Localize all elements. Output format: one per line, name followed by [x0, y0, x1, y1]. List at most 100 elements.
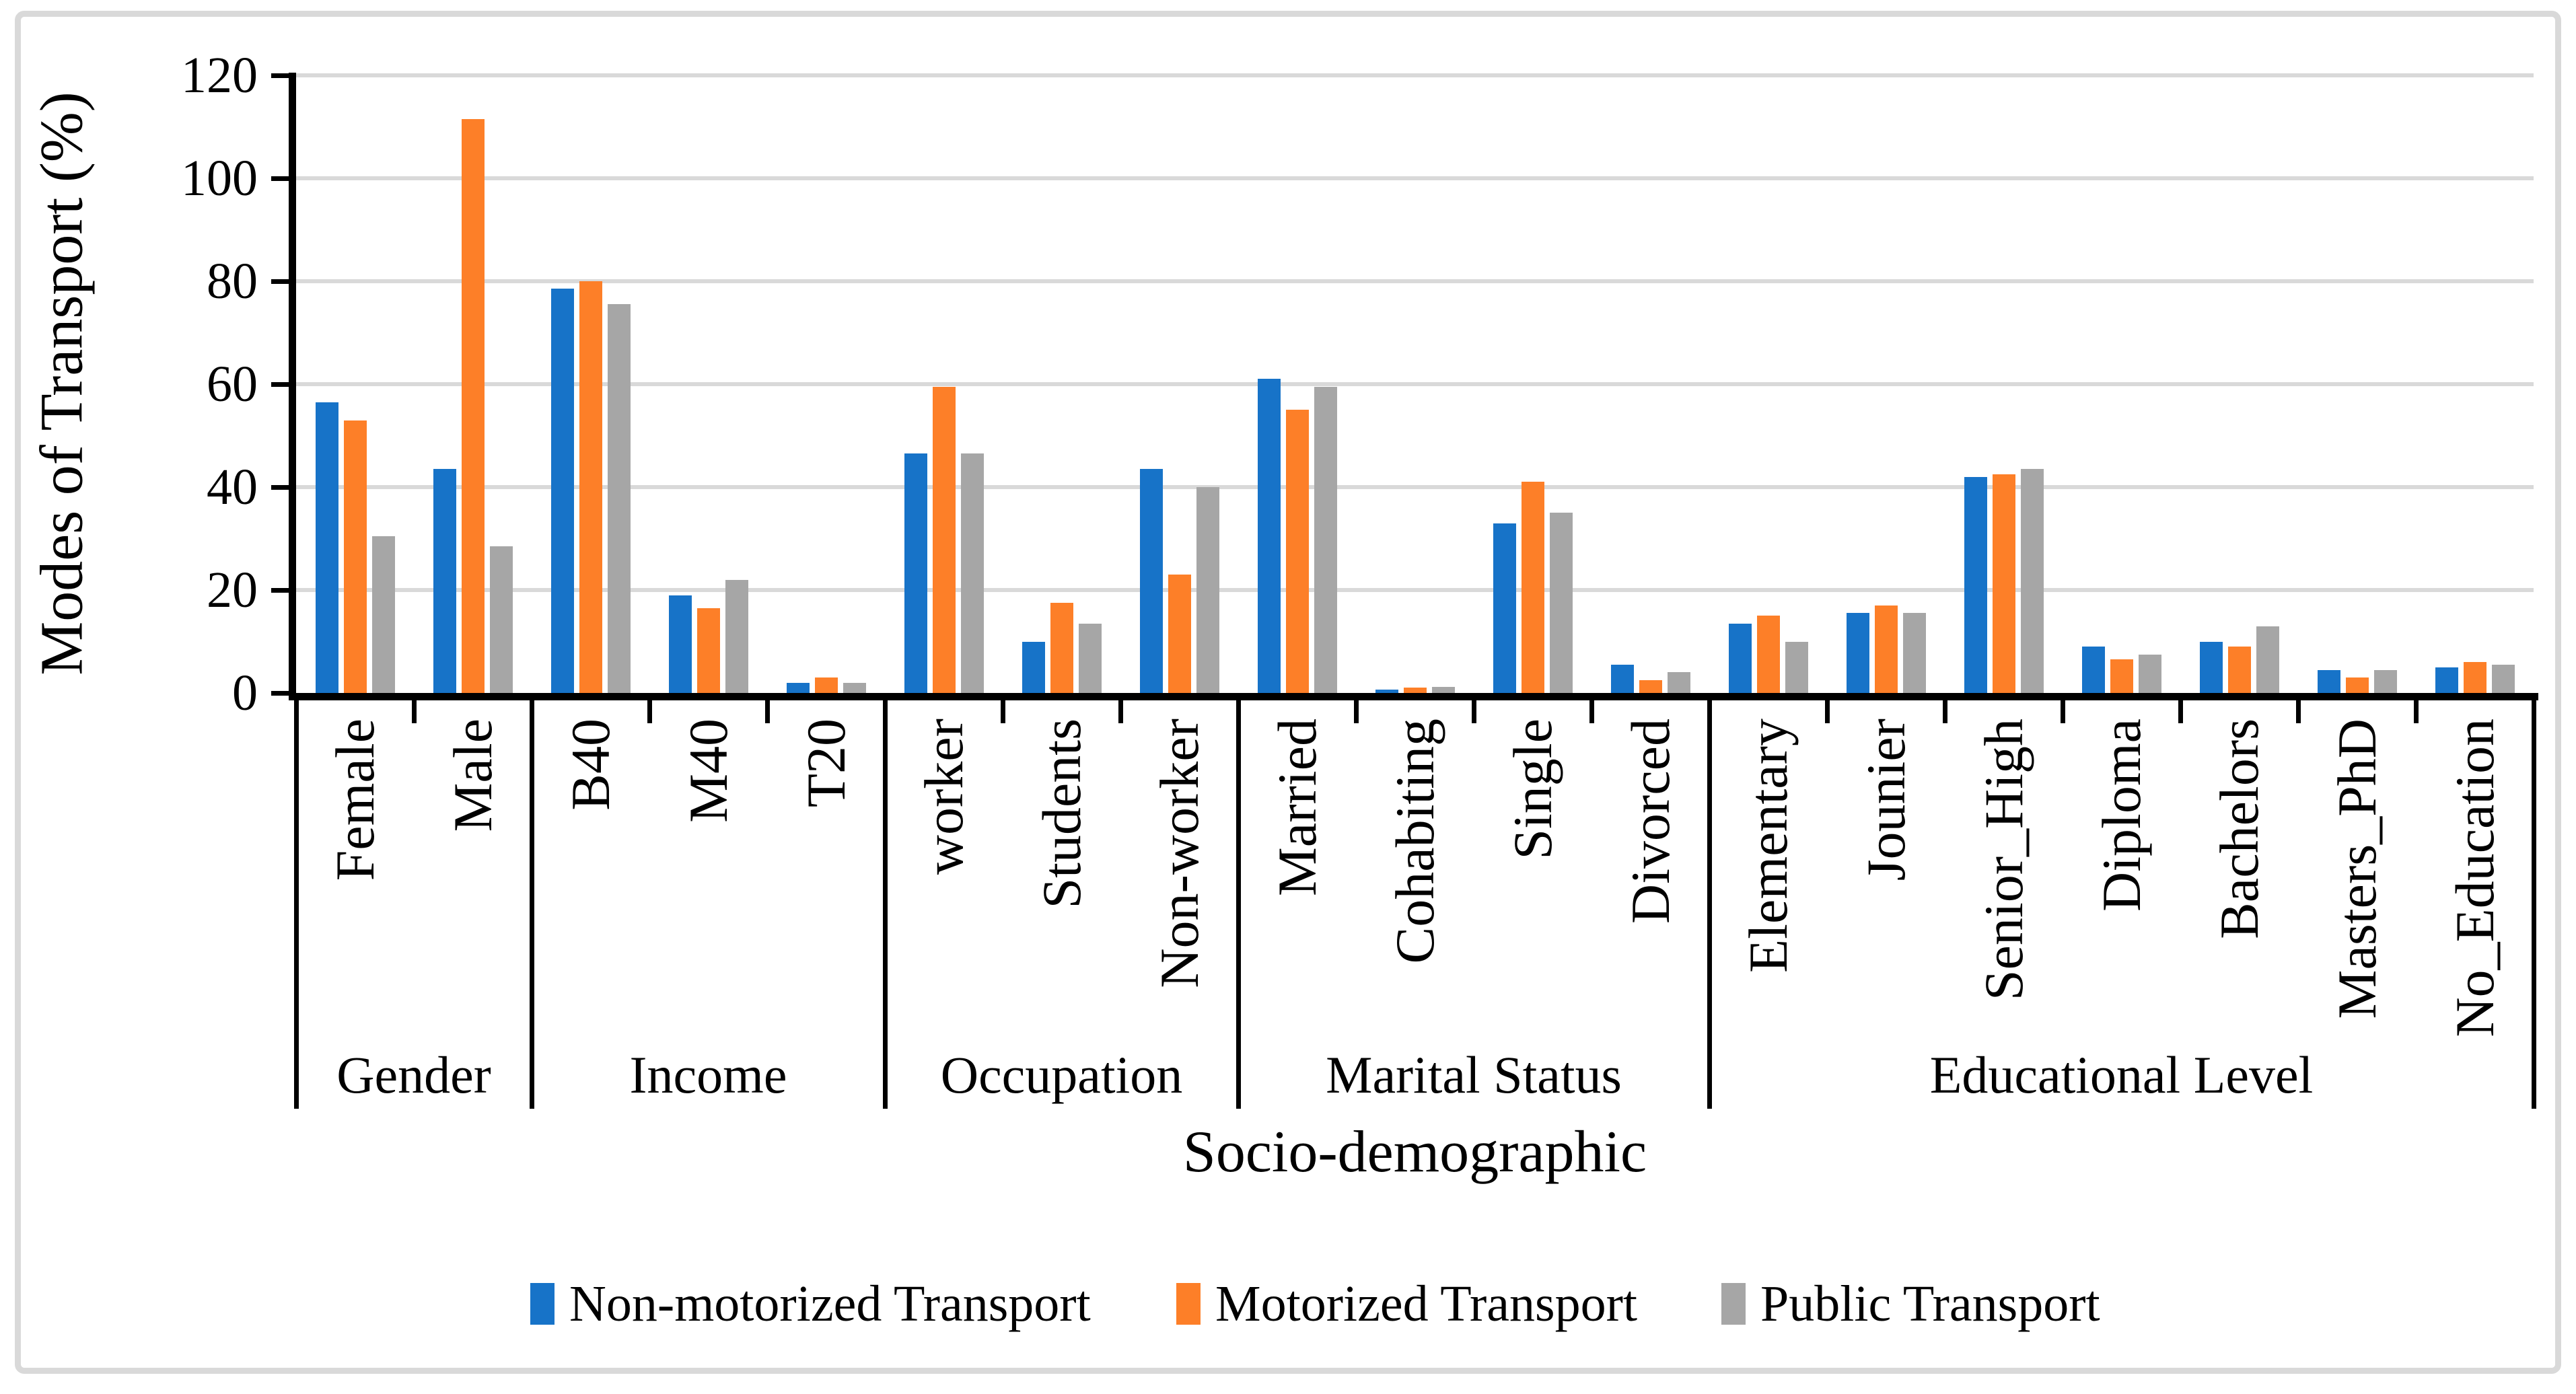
group-separator: [529, 700, 534, 1109]
legend-item: Non-motorized Transport: [530, 1270, 1091, 1337]
bar-motorized-transport: [1756, 616, 1780, 693]
y-tick-label: 120: [181, 47, 258, 104]
bar-motorized-transport: [1285, 410, 1309, 693]
bar-motorized-transport: [2345, 677, 2369, 693]
bar-non-motorized-transport: [2317, 669, 2340, 693]
bar-motorized-transport: [461, 119, 485, 693]
category-label: B40: [559, 719, 621, 811]
legend-label: Non-motorized Transport: [569, 1275, 1091, 1332]
x-tick: [1471, 700, 1476, 723]
group-separator: [882, 700, 888, 1109]
group-label: Gender: [336, 1046, 491, 1104]
bar-public-transport: [1196, 487, 1219, 693]
category-label: Jounier: [1855, 719, 1917, 881]
category-label: Non-worker: [1148, 719, 1210, 988]
y-axis-title: Modes of Transport (%): [28, 91, 96, 675]
bar-public-transport: [2256, 626, 2279, 693]
x-tick: [1589, 700, 1594, 723]
bar-public-transport: [1314, 386, 1337, 693]
bar-non-motorized-transport: [1375, 689, 1398, 693]
category-label: Students: [1030, 719, 1092, 909]
y-tick-label: 0: [232, 665, 258, 721]
x-tick: [647, 700, 652, 723]
bar-non-motorized-transport: [1846, 613, 1869, 693]
y-tick: [271, 73, 289, 78]
group-separator: [293, 700, 299, 1109]
y-gridline: [296, 382, 2534, 386]
x-tick: [764, 700, 770, 723]
x-tick: [2295, 700, 2301, 723]
bar-public-transport: [1667, 672, 1690, 693]
bar-public-transport: [607, 304, 631, 693]
x-axis-title: Socio-demographic: [1182, 1120, 1647, 1185]
x-tick: [411, 700, 417, 723]
bar-non-motorized-transport: [904, 453, 927, 693]
bar-public-transport: [1078, 623, 1102, 693]
bar-non-motorized-transport: [1493, 523, 1516, 693]
category-label: T20: [795, 719, 857, 808]
bar-public-transport: [371, 536, 395, 693]
bar-non-motorized-transport: [1728, 623, 1752, 693]
bar-public-transport: [725, 579, 748, 693]
bar-non-motorized-transport: [433, 469, 456, 693]
y-tick: [271, 381, 289, 387]
category-label: Male: [441, 719, 503, 832]
category-label: Female: [324, 719, 386, 881]
bar-motorized-transport: [2110, 659, 2133, 693]
bar-motorized-transport: [2227, 647, 2251, 693]
bar-public-transport: [2020, 469, 2044, 693]
x-tick: [1118, 700, 1123, 723]
legend-marker-icon: [530, 1283, 554, 1325]
y-gridline: [296, 485, 2534, 489]
y-tick: [271, 587, 289, 593]
category-label: M40: [677, 719, 739, 823]
category-label: No_Education: [2443, 719, 2505, 1037]
bar-public-transport: [843, 682, 866, 693]
bar-motorized-transport: [1168, 575, 1191, 693]
category-label: Divorced: [1619, 719, 1681, 924]
category-label: Diploma: [2090, 719, 2152, 912]
bar-non-motorized-transport: [2435, 667, 2458, 693]
category-label: Senior_High: [1972, 719, 2034, 1001]
bar-non-motorized-transport: [550, 289, 574, 693]
bar-public-transport: [960, 453, 984, 693]
legend-marker-icon: [1176, 1283, 1201, 1325]
bar-public-transport: [1549, 513, 1573, 693]
bar-motorized-transport: [1874, 605, 1898, 693]
category-label: worker: [913, 719, 974, 875]
bar-public-transport: [489, 546, 513, 693]
category-label: Bachelors: [2208, 719, 2270, 939]
bar-motorized-transport: [1403, 688, 1427, 693]
y-gridline: [296, 73, 2534, 77]
bar-public-transport: [2138, 654, 2161, 693]
y-tick-label: 40: [207, 459, 258, 515]
bar-public-transport: [1902, 613, 1926, 693]
bar-motorized-transport: [1521, 482, 1544, 693]
bar-non-motorized-transport: [315, 402, 338, 693]
bar-motorized-transport: [2463, 662, 2486, 693]
x-axis-line: [289, 693, 2538, 700]
bar-motorized-transport: [814, 677, 838, 693]
bar-motorized-transport: [1992, 474, 2015, 693]
bar-non-motorized-transport: [1964, 476, 1987, 693]
bar-non-motorized-transport: [1257, 379, 1281, 693]
bar-public-transport: [2491, 664, 2515, 693]
y-tick: [271, 690, 289, 696]
bar-motorized-transport: [579, 281, 602, 693]
category-label: Married: [1266, 719, 1328, 897]
category-label: Single: [1501, 719, 1563, 860]
bar-non-motorized-transport: [668, 595, 692, 693]
legend-label: Motorized Transport: [1215, 1275, 1637, 1332]
y-tick-label: 80: [207, 253, 258, 309]
x-tick: [2413, 700, 2419, 723]
y-tick: [271, 484, 289, 490]
group-separator: [1707, 700, 1712, 1109]
group-separator: [2531, 700, 2536, 1109]
x-tick: [2060, 700, 2065, 723]
y-gridline: [296, 279, 2534, 283]
x-tick: [1824, 700, 1830, 723]
bar-public-transport: [2373, 669, 2397, 693]
bar-non-motorized-transport: [1022, 641, 1045, 693]
group-label: Educational Level: [1929, 1046, 2314, 1104]
